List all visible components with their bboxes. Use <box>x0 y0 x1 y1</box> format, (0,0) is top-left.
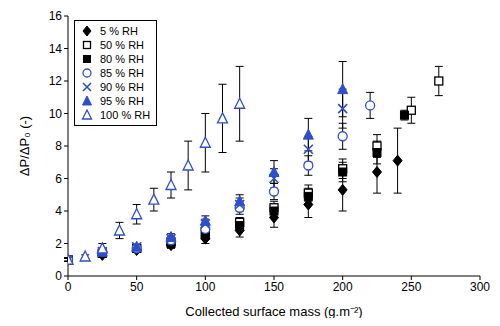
html-text:100 % RH: 100 % RH <box>100 109 151 121</box>
svg-text:0: 0 <box>55 269 62 283</box>
svg-text:4: 4 <box>55 204 62 218</box>
svg-text:8: 8 <box>55 139 62 153</box>
svg-text:200: 200 <box>333 280 353 294</box>
svg-text:50: 50 <box>130 280 144 294</box>
svg-text:ΔP/ΔP₀ (-): ΔP/ΔP₀ (-) <box>17 116 32 176</box>
svg-text:12: 12 <box>49 74 63 88</box>
svg-text:14: 14 <box>49 42 63 56</box>
svg-text:Collected surface mass (g.m⁻²): Collected surface mass (g.m⁻²) <box>185 304 362 318</box>
svg-text:100: 100 <box>195 280 215 294</box>
svg-text:150: 150 <box>264 280 284 294</box>
html-text:90 % RH: 90 % RH <box>100 81 144 93</box>
svg-text:6: 6 <box>55 172 62 186</box>
html-text:5 % RH: 5 % RH <box>100 25 138 37</box>
html-text:80 % RH: 80 % RH <box>100 53 144 65</box>
svg-text:250: 250 <box>401 280 421 294</box>
svg-text:10: 10 <box>49 107 63 121</box>
svg-text:16: 16 <box>49 9 63 23</box>
svg-text:0: 0 <box>65 280 72 294</box>
html-text:50 % RH: 50 % RH <box>100 39 144 51</box>
svg-text:300: 300 <box>470 280 490 294</box>
html-text:85 % RH: 85 % RH <box>100 67 144 79</box>
html-text:95 % RH: 95 % RH <box>100 95 144 107</box>
svg-text:2: 2 <box>55 237 62 251</box>
